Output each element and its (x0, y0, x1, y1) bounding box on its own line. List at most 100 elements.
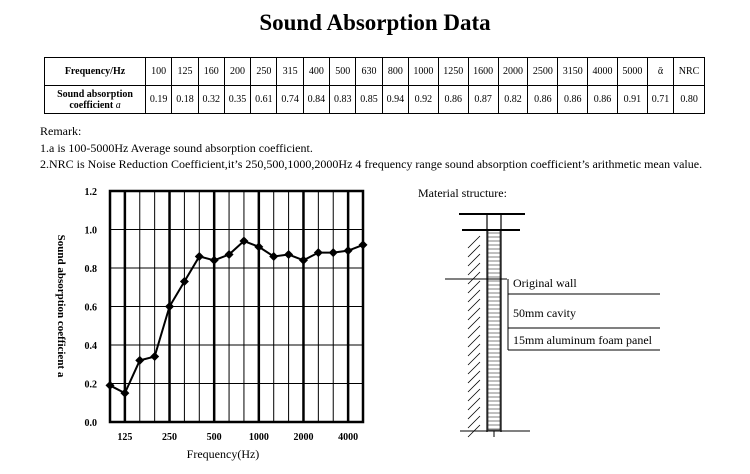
y-tick-label: 1.0 (85, 226, 98, 237)
label-cavity: 50mm cavity (513, 306, 576, 320)
data-point (194, 251, 204, 261)
y-tick-label: 0.6 (85, 303, 98, 314)
x-axis-label: Frequency(Hz) (187, 447, 260, 461)
coefficient-cell: 0.82 (497, 85, 529, 114)
y-tick-label: 0.2 (85, 380, 98, 391)
coefficient-cell: 0.86 (587, 85, 618, 114)
wall-hatch (467, 280, 481, 294)
wall-hatch (467, 316, 481, 330)
frequency-cell: ᾱ (646, 57, 675, 86)
coef-header-line1: Sound absorption (57, 88, 133, 100)
wall-hatch (467, 298, 481, 312)
wall-hatch (467, 379, 481, 393)
coefficient-cell: 0.19 (144, 85, 173, 114)
data-point (328, 248, 338, 258)
data-point (298, 255, 308, 265)
frequency-cell: 250 (250, 57, 278, 86)
y-tick-label: 0.0 (85, 418, 98, 429)
series-line (109, 239, 364, 395)
wall-hatch (467, 370, 481, 384)
y-tick-label: 0.4 (85, 341, 98, 352)
data-point (120, 388, 130, 398)
coefficient-cell: 0.86 (557, 85, 589, 114)
data-point (239, 236, 249, 246)
frequency-cell: 1000 (407, 57, 439, 86)
data-point (165, 302, 175, 311)
x-tick-label: 125 (117, 432, 132, 443)
coefficient-cell: 0.92 (407, 85, 439, 114)
material-structure-diagram (445, 213, 660, 438)
wall-hatch (467, 235, 481, 249)
data-point (224, 250, 234, 260)
coefficient-cell: 0.94 (381, 85, 409, 114)
coef-symbol: a (115, 99, 121, 111)
coefficient-cell: 0.87 (467, 85, 499, 114)
data-point (358, 240, 368, 250)
frequency-cell: 2500 (527, 57, 559, 86)
coefficient-cell: 0.80 (673, 85, 705, 114)
data-point (209, 255, 219, 265)
wall-hatch (467, 352, 481, 366)
wall-hatch (467, 388, 481, 402)
coefficient-cell: 0.35 (223, 85, 252, 114)
structure-heading: Material structure: (418, 186, 507, 200)
wall-hatch (467, 307, 481, 321)
y-tick-label: 1.2 (85, 187, 98, 198)
wall-hatch (467, 361, 481, 375)
wall-hatch (467, 253, 481, 267)
frequency-header: Frequency/Hz (44, 57, 146, 86)
coefficient-header: Sound absorption coefficient a (44, 85, 146, 114)
absorption-table: Frequency/Hz 100 125 160 200 250 315 400 500 630 8… (44, 57, 705, 114)
remark-1: 1.a is 100-5000Hz Average sound absorpti… (40, 140, 313, 155)
coefficient-cell: 0.32 (197, 85, 225, 114)
page-title: Sound Absorption Data (259, 10, 491, 35)
remarks-heading: Remark: (40, 124, 82, 138)
data-point (269, 251, 279, 261)
wall-hatch (467, 343, 481, 357)
x-tick-label: 500 (207, 432, 222, 443)
y-tick-label: 0.8 (85, 264, 98, 275)
x-tick-label: 1000 (249, 432, 269, 443)
data-point (313, 248, 323, 258)
data-point (284, 250, 294, 260)
data-point (343, 246, 353, 256)
data-point (150, 352, 160, 362)
data-point (105, 380, 115, 390)
frequency-cell: 3150 (557, 57, 589, 86)
plot-frame (108, 189, 365, 424)
wall-hatch (467, 271, 481, 285)
frequency-cell: 200 (223, 57, 252, 86)
x-tick-label: 2000 (293, 432, 313, 443)
coefficient-cell: 0.86 (527, 85, 559, 114)
wall-hatch (467, 289, 481, 303)
x-tick-label: 4000 (338, 432, 358, 443)
coefficient-cell: 0.74 (276, 85, 304, 114)
coefficient-cell: 0.85 (355, 85, 383, 114)
label-original-wall: Original wall (513, 276, 577, 290)
wall-hatch (467, 406, 481, 420)
wall-hatch (467, 415, 481, 429)
wall-hatch (467, 244, 481, 258)
data-point (179, 276, 189, 286)
label-panel: 15mm aluminum foam panel (513, 333, 653, 347)
wall-hatch (467, 397, 481, 411)
coefficient-cell: 0.71 (646, 85, 675, 114)
remarks: Remark: 1.a is 100-5000Hz Average sound … (40, 123, 702, 173)
frequency-cell: NRC (673, 57, 705, 86)
data-point (135, 355, 145, 365)
wall-hatch (467, 262, 481, 276)
x-tick-label: 250 (162, 432, 177, 443)
frequency-cell: 2000 (497, 57, 529, 86)
coefficient-cell: 0.61 (250, 85, 278, 114)
coef-header-line2: coefficient (69, 99, 114, 111)
data-point (254, 242, 264, 252)
wall-hatch (467, 325, 481, 339)
frequency-cell: 400 (302, 57, 331, 86)
wall-hatch (467, 334, 481, 348)
remark-2: 2.NRC is Noise Reduction Coefficient,it’… (40, 157, 703, 171)
frequency-cell: 315 (276, 57, 304, 86)
y-axis-label: Sound absorption coefficient a (55, 235, 67, 378)
coefficient-cell: 0.83 (329, 85, 357, 114)
coefficient-cell: 0.18 (171, 85, 199, 114)
